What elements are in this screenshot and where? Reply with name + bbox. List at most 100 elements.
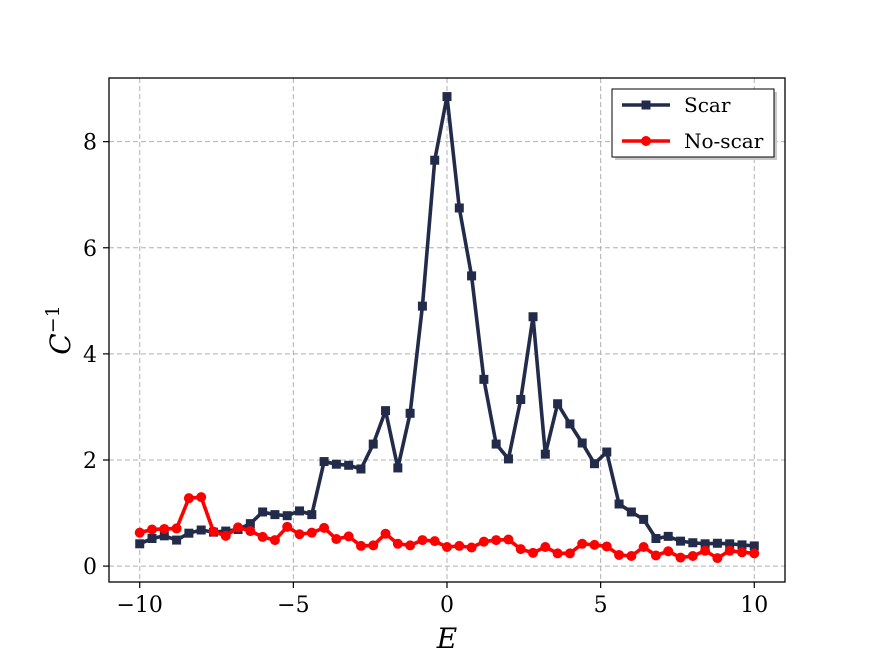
data-point (589, 539, 600, 550)
data-point (479, 374, 489, 384)
data-point (159, 523, 170, 534)
legend-marker (641, 100, 651, 110)
x-tick-label: 0 (440, 593, 454, 618)
data-point (184, 528, 194, 538)
legend-label: Scar (684, 93, 731, 117)
data-point (516, 394, 526, 404)
data-point (687, 551, 698, 562)
data-point (577, 538, 588, 549)
y-tick-label: 0 (83, 555, 97, 580)
data-point (700, 539, 710, 549)
data-point (282, 511, 292, 521)
data-point (269, 535, 280, 546)
data-point (725, 539, 735, 549)
y-tick-label: 2 (83, 449, 97, 474)
data-point (393, 463, 403, 473)
data-point (196, 492, 207, 503)
data-point (650, 550, 661, 561)
data-point (553, 399, 563, 409)
data-point (257, 531, 268, 542)
data-point (602, 447, 612, 457)
y-axis-label-base: C (44, 333, 77, 354)
data-point (737, 540, 747, 550)
data-point (724, 545, 735, 556)
data-point (172, 535, 182, 545)
y-axis-label: C−1 (42, 305, 77, 354)
data-point (159, 531, 169, 541)
data-point (356, 464, 366, 474)
x-tick-label: −10 (117, 593, 163, 618)
data-point (258, 507, 268, 517)
data-point (282, 521, 293, 532)
data-point (380, 528, 391, 539)
data-point (245, 519, 255, 529)
data-point (417, 535, 428, 546)
data-point (331, 459, 341, 469)
legend: Scar No-scar (611, 88, 777, 160)
y-tick-label: 8 (83, 131, 97, 156)
data-point (700, 545, 711, 556)
ticks: −10 −5 0 5 10 0 2 4 6 8 (83, 131, 768, 618)
data-point (478, 536, 489, 547)
data-point (319, 457, 329, 467)
data-point (208, 526, 219, 537)
data-point (589, 459, 599, 469)
data-point (355, 540, 366, 551)
y-axis-label-superscript: −1 (42, 305, 64, 333)
data-point (626, 507, 636, 517)
data-point (601, 541, 612, 552)
data-point (688, 538, 698, 548)
data-point (466, 542, 477, 553)
x-tick-label: −5 (277, 593, 309, 618)
legend-box (611, 88, 775, 158)
data-point (331, 534, 342, 545)
legend-label: No-scar (684, 129, 764, 153)
series-no-scar (134, 492, 760, 564)
data-point (442, 92, 452, 102)
x-tick-label: 5 (594, 593, 608, 618)
series-layer (134, 92, 760, 564)
y-tick-label: 4 (83, 343, 97, 368)
data-point (467, 271, 477, 281)
x-axis-label: E (436, 622, 457, 654)
data-point (405, 540, 416, 551)
data-point (429, 536, 440, 547)
data-point (344, 460, 354, 470)
data-point (626, 551, 637, 562)
data-point (196, 525, 206, 535)
data-point (491, 535, 502, 546)
data-point (417, 301, 427, 311)
legend-item: Scar (622, 93, 731, 117)
data-point (639, 514, 649, 524)
data-point (528, 312, 538, 322)
legend-item: No-scar (622, 129, 764, 153)
data-point (134, 527, 145, 538)
data-point (503, 534, 514, 545)
data-point (676, 536, 686, 546)
data-point (307, 510, 317, 520)
x-tick-label: 10 (740, 593, 768, 618)
data-point (651, 533, 661, 543)
data-point (712, 553, 723, 564)
data-point (515, 544, 526, 555)
data-point (381, 406, 391, 416)
data-point (295, 506, 305, 516)
data-point (565, 419, 575, 429)
data-point (552, 548, 563, 559)
data-point (614, 549, 625, 560)
data-point (245, 526, 256, 537)
data-point (749, 541, 759, 551)
data-point (233, 522, 244, 533)
data-point (147, 524, 158, 535)
data-point (368, 439, 378, 449)
data-point (454, 203, 464, 213)
data-point (405, 408, 415, 418)
data-point (503, 454, 513, 464)
data-point (183, 493, 194, 504)
data-point (749, 548, 760, 559)
data-point (270, 510, 280, 520)
data-point (528, 547, 539, 558)
y-tick-label: 6 (83, 237, 97, 262)
legend-marker (641, 136, 651, 146)
